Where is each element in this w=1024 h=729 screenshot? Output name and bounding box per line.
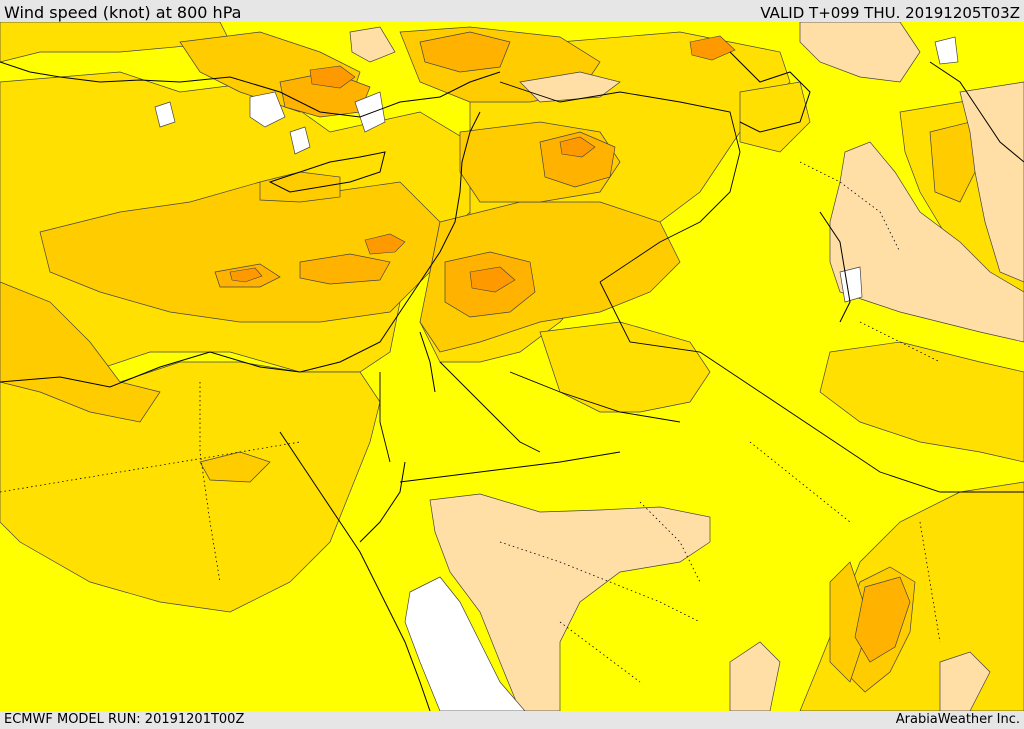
credit-text: ArabiaWeather Inc.: [895, 712, 1020, 727]
field-white: [154, 36, 959, 711]
model-run: ECMWF MODEL RUN: 20191201T00Z: [4, 712, 245, 727]
coastlines: [0, 51, 1024, 711]
country-borders: [379, 81, 1024, 493]
header-bar: Wind speed (knot) at 800 hPa VALID T+099…: [0, 0, 1024, 22]
valid-time: VALID T+099 THU. 20191205T03Z: [760, 4, 1020, 22]
wind-speed-map[interactable]: [0, 22, 1024, 711]
region-borders: [0, 161, 941, 683]
map-canvas: [0, 22, 1024, 711]
field-orange: [229, 35, 736, 293]
field-peach: [349, 22, 1024, 711]
field-orange-light: [214, 31, 911, 663]
footer-bar: ECMWF MODEL RUN: 20191201T00Z ArabiaWeat…: [0, 711, 1024, 729]
map-title: Wind speed (knot) at 800 hPa: [4, 3, 242, 22]
